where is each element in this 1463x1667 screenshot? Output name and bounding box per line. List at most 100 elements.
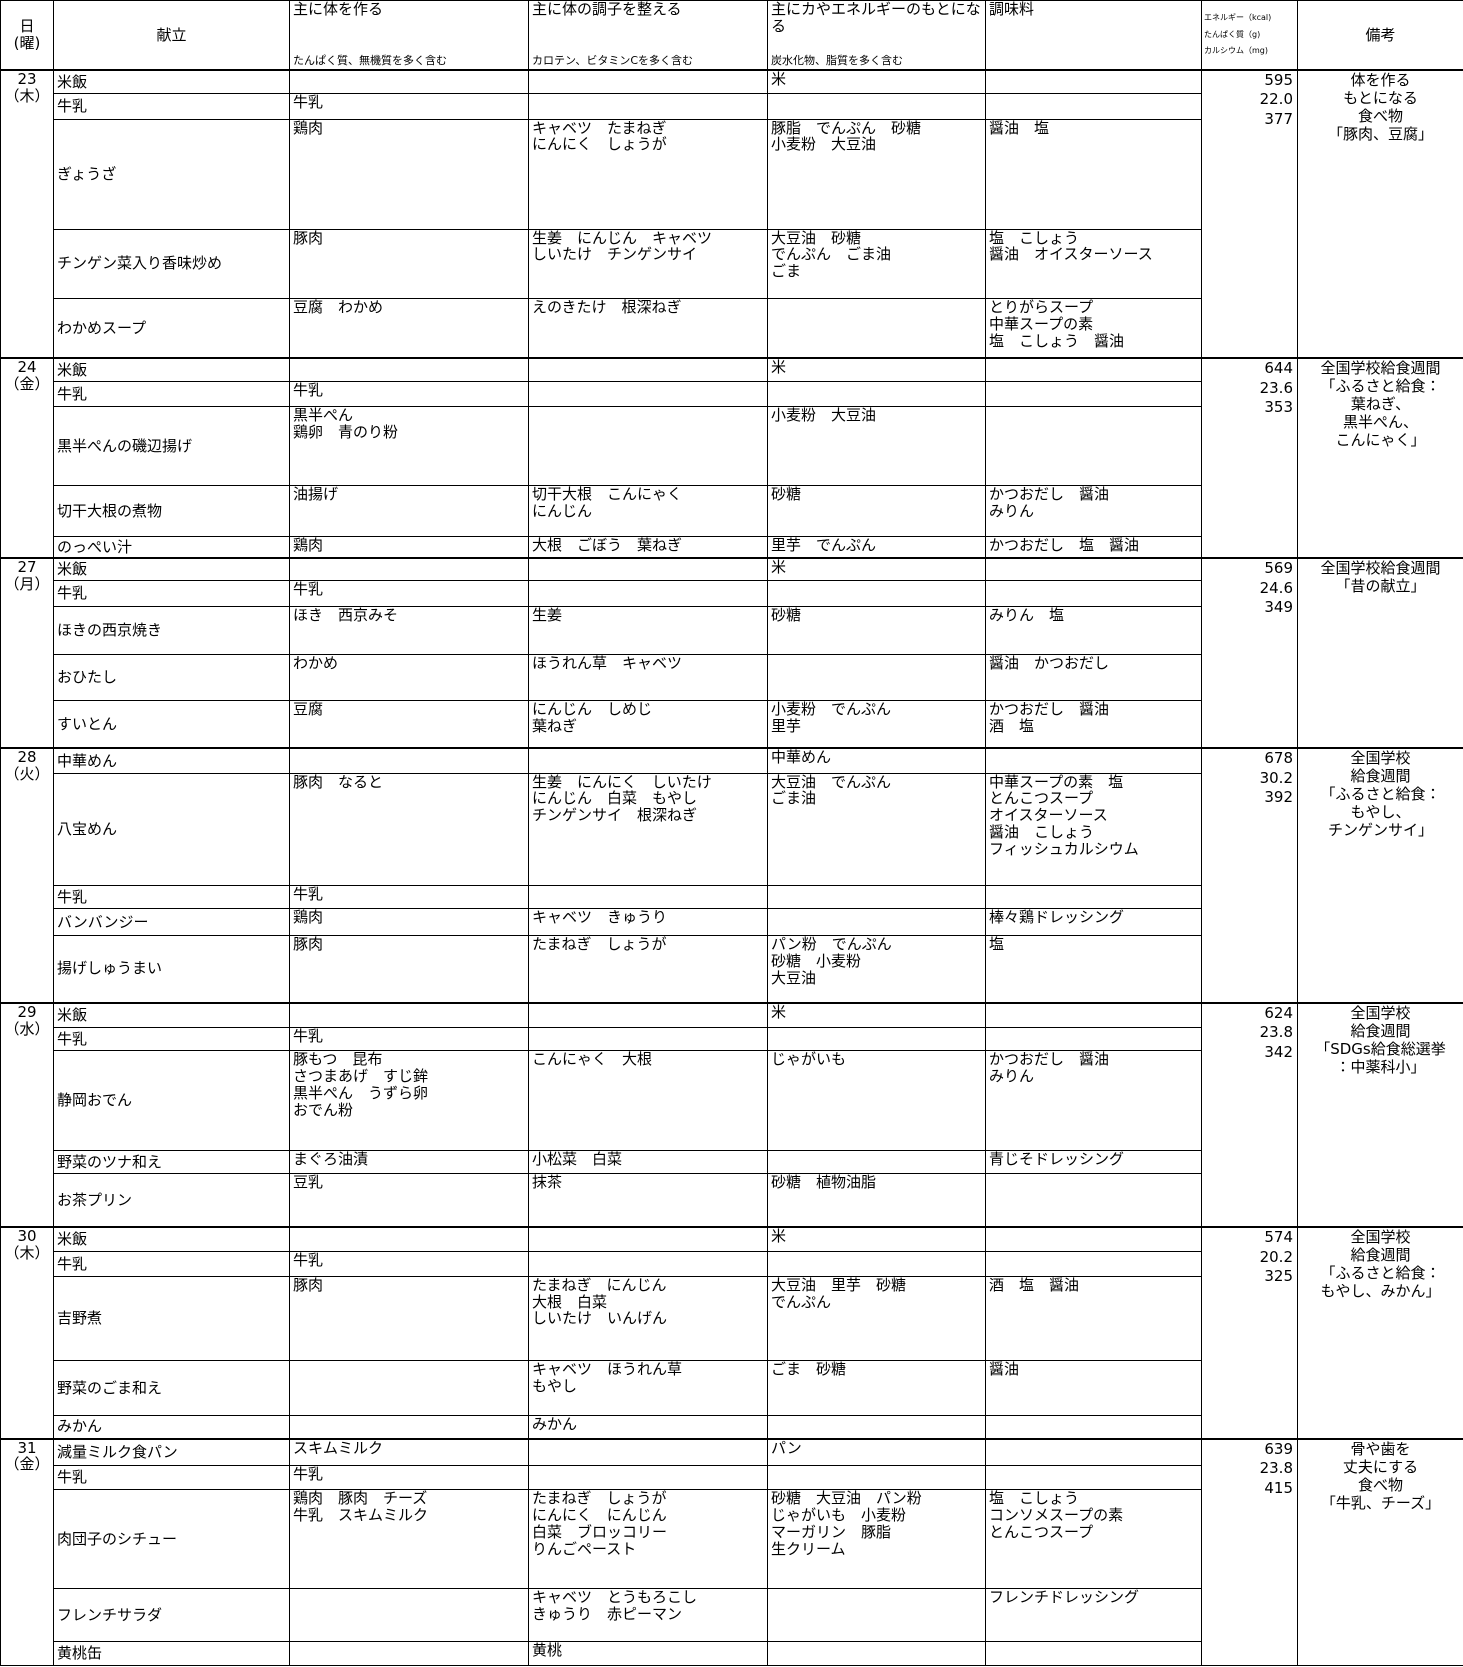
dish-name: 牛乳	[53, 1251, 290, 1277]
dish-row: 静岡おでん 豚もつ 昆布 さつまあげ すじ鉾 黒半ぺん うずら卵 おでん粉 こんにゃ…	[1, 1050, 1463, 1151]
dish-name: 牛乳	[53, 1464, 290, 1491]
ingredient-cell: 醤油 かつおだし	[985, 653, 1202, 701]
ingredient-cell	[289, 747, 529, 774]
ingredient-cell: とりがらスープ 中華スープの素 塩 こしょう 醤油	[985, 298, 1202, 359]
nutrition-header: エネルギー（kcal) たんぱく質（g) カルシウム（mg)	[1201, 0, 1298, 71]
ingredient-cell: キャベツ とうもろこし きゅうり 赤ピーマン	[528, 1587, 768, 1643]
date-cell: 28 （火）	[0, 747, 54, 1004]
ingredient-cell	[985, 1251, 1202, 1277]
dish-name: 吉野煮	[53, 1275, 290, 1362]
ingredient-cell: パン粉 でんぷん 砂糖 小麦粉 大豆油	[767, 934, 986, 1004]
ingredient-cell	[767, 381, 986, 408]
notes-cell: 体を作る もとになる 食べ物 「豚肉、豆腐」	[1297, 68, 1463, 359]
ingredient-cell	[289, 68, 529, 94]
ingredient-cell	[985, 1173, 1202, 1228]
ingredient-cell	[985, 1464, 1202, 1491]
ingredient-cell	[528, 557, 768, 582]
dish-row: 27 （月） 米飯 米 569 24.6 349 全国学校給食週間 「昔の献立」	[0, 557, 1463, 749]
dish-name: 牛乳	[53, 580, 290, 607]
date-cell: 24 （金）	[0, 357, 54, 559]
ingredient-cell: 豆腐	[289, 699, 529, 749]
dish-name: 牛乳	[53, 92, 290, 120]
dish-row: 吉野煮 豚肉 たまねぎ にんじん 大根 白菜 しいたけ いんげん 大豆油 里芋 砂糖 …	[1, 1275, 1463, 1362]
dish-row: 牛乳 牛乳	[1, 1026, 1463, 1052]
dish-name: 牛乳	[53, 381, 290, 408]
date: 24	[17, 358, 37, 377]
nutrition-cell: 644 23.6 353	[1201, 357, 1298, 559]
notes-cell: 全国学校 給食週間 「SDGs給食総選挙 ：中薬科小」	[1297, 1001, 1463, 1228]
nutrition-label: カルシウム（mg)	[1204, 46, 1268, 56]
ingredient-cell: こんにゃく 大根	[528, 1050, 768, 1151]
ingredient-cell	[289, 1226, 529, 1253]
group-title: 主に体を作る	[293, 0, 384, 18]
ingredient-cell: 醤油 塩	[985, 118, 1202, 230]
ingredient-cell	[528, 92, 768, 120]
ingredient-cell: 豚もつ 昆布 さつまあげ すじ鉾 黒半ぺん うずら卵 おでん粉	[289, 1050, 529, 1151]
group-header: 調味料	[985, 0, 1202, 71]
ingredient-cell: 砂糖	[767, 485, 986, 538]
dish-row: 野菜のツナ和え まぐろ油漬 小松菜 白菜 青じそドレッシング	[1, 1149, 1463, 1175]
notes-cell: 全国学校 給食週間 「ふるさと給食： もやし、みかん」	[1297, 1226, 1463, 1440]
dish-name: 野菜のごま和え	[53, 1360, 290, 1416]
ingredient-cell: たまねぎ しょうが	[528, 934, 768, 1004]
dish-row: 31 （金） 減量ミルク食パン スキムミルク パン 639 23.8 415 骨や歯を 丈夫にす…	[0, 1437, 1463, 1666]
notes-cell: 全国学校 給食週間 「ふるさと給食： もやし、 チンゲンサイ」	[1297, 747, 1463, 1004]
dish-row: 23 （木） 米飯 米 595 22.0 377 体を作る もとになる 食べ物 「豚肉、豆腐」	[0, 68, 1463, 359]
ingredient-cell: 豆腐 わかめ	[289, 298, 529, 359]
ingredient-cell	[767, 1641, 986, 1666]
nutrition-value: 24.6	[1259, 578, 1293, 597]
ingredient-cell: 牛乳	[289, 1026, 529, 1052]
dish-row: すいとん 豆腐 にんじん しめじ 葉ねぎ 小麦粉 でんぷん 里芋 かつおだし 醤油 酒 …	[1, 699, 1463, 749]
ingredient-cell: 小麦粉 でんぷん 里芋	[767, 699, 986, 749]
ingredient-cell	[985, 357, 1202, 383]
nutrition-cell: 574 20.2 325	[1201, 1226, 1298, 1440]
ingredient-cell: 牛乳	[289, 381, 529, 408]
group-subtitle: カロテン、ビタミンCを多く含む	[532, 53, 694, 67]
nutrition-label: エネルギー（kcal)	[1204, 12, 1272, 22]
notes-header: 備考	[1297, 0, 1463, 71]
nutrition-value: 644	[1264, 359, 1293, 378]
dish-row: 24 （金） 米飯 米 644 23.6 353 全国学校給食週間 「ふるさと給食： 葉ねぎ、…	[0, 357, 1463, 559]
header-row: 日 (曜) 献立 主に体を作る たんぱく質、無機質を多く含む 主に体の調子を整える カロテ…	[0, 0, 1463, 71]
date: 27	[17, 558, 37, 577]
ingredient-cell: たまねぎ しょうが にんにく にんじん 白菜 ブロッコリー りんごペースト	[528, 1489, 768, 1589]
group-title: 主に体の調子を整える	[532, 0, 682, 18]
dish-name: 米飯	[53, 357, 290, 383]
ingredient-cell	[528, 1001, 768, 1028]
dish-name: 米飯	[53, 557, 290, 582]
weekday: （木）	[4, 86, 50, 105]
date-header: 日 (曜)	[0, 0, 54, 71]
ingredient-cell	[985, 747, 1202, 774]
ingredient-cell: パン	[767, 1437, 986, 1466]
nutrition-value: 325	[1264, 1267, 1293, 1286]
ingredient-cell	[289, 557, 529, 582]
ingredient-cell: 小松菜 白菜	[528, 1149, 768, 1175]
ingredient-cell: フレンチドレッシング	[985, 1587, 1202, 1643]
dish-name: 八宝めん	[53, 772, 290, 886]
ingredient-cell: たまねぎ にんじん 大根 白菜 しいたけ いんげん	[528, 1275, 768, 1362]
ingredient-cell: 醤油	[985, 1360, 1202, 1416]
ingredient-cell	[985, 1001, 1202, 1028]
ingredient-cell: スキムミルク	[289, 1437, 529, 1466]
dish-name: みかん	[53, 1414, 290, 1440]
nutrition-value: 353	[1264, 398, 1293, 417]
ingredient-cell: 棒々鶏ドレッシング	[985, 908, 1202, 936]
dish-row: 牛乳 牛乳	[1, 381, 1463, 408]
ingredient-cell: かつおだし 醤油 みりん	[985, 485, 1202, 538]
ingredient-cell	[985, 1641, 1202, 1666]
dish-name: フレンチサラダ	[53, 1587, 290, 1643]
dish-name: 牛乳	[53, 884, 290, 910]
group-subtitle: 炭水化物、脂質を多く含む	[771, 53, 903, 67]
ingredient-cell: 青じそドレッシング	[985, 1149, 1202, 1175]
weekday: （火）	[4, 765, 50, 784]
ingredient-cell	[528, 580, 768, 607]
nutrition-value: 22.0	[1259, 90, 1293, 109]
dish-name: すいとん	[53, 699, 290, 749]
dish-name: おひたし	[53, 653, 290, 701]
ingredient-cell	[767, 884, 986, 910]
ingredient-cell	[985, 884, 1202, 910]
dish-name: 野菜のツナ和え	[53, 1149, 290, 1175]
ingredient-cell: まぐろ油漬	[289, 1149, 529, 1175]
nutrition-cell: 639 23.8 415	[1201, 1437, 1298, 1666]
ingredient-cell: わかめ	[289, 653, 529, 701]
